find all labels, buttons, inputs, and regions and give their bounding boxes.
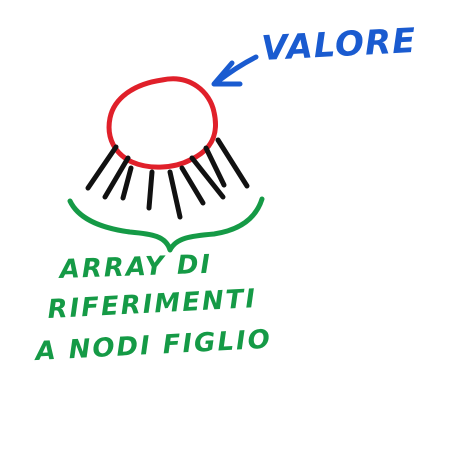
child-ref-6 [179,165,206,206]
child-ref-9 [215,137,250,189]
value-label: VALORE [260,21,417,69]
child-ref-4 [146,169,155,211]
value-arrow-shaft [214,54,259,85]
child-ref-1 [85,144,119,191]
children-brace [67,196,265,253]
value-arrow [211,54,259,87]
child-references [85,137,250,220]
children-label-line-2: RIFERIMENTI [47,284,258,325]
value-arrow-head [211,60,243,87]
child-ref-7 [189,155,226,200]
child-ref-3 [120,165,134,201]
children-label-line-1: ARRAY DI [57,250,212,285]
child-ref-2 [102,155,131,200]
children-label-line-3: A NODI FIGLIO [33,325,273,367]
child-ref-8 [203,145,227,188]
node-circle [106,76,219,170]
child-ref-5 [167,169,183,220]
